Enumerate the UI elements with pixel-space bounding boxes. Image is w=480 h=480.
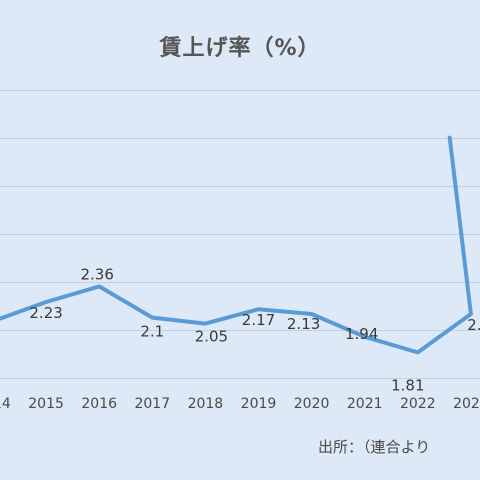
source-note: 出所：（連合より [318,438,431,456]
data-label: 2.13 [467,316,480,334]
data-label: 1.81 [391,376,424,394]
series-line [0,135,473,355]
gridlines [0,90,480,379]
data-label: 2.05 [195,328,228,346]
x-tick-label: 2021 [347,396,383,412]
x-tick-label: 2018 [188,396,224,412]
chart-title: 賃上げ率（%） [159,36,321,61]
x-tick-label: 2020 [294,396,330,412]
data-label: 2.17 [242,311,275,329]
data-label: 2.13 [287,315,320,333]
data-label: 2.23 [29,304,62,322]
x-tick-label: 2016 [81,396,117,412]
x-tick-label: 2019 [241,396,277,412]
data-label: 2.36 [80,265,113,283]
x-tick-label: 2017 [134,396,170,412]
data-label: 2.1 [140,323,164,341]
x-tick-label: 2015 [28,396,64,412]
x-tick-label: 2014 [0,396,11,412]
x-tick-label: 2022 [400,396,436,412]
data-label: 1.94 [345,325,378,343]
x-tick-label: 2023 [453,396,480,412]
